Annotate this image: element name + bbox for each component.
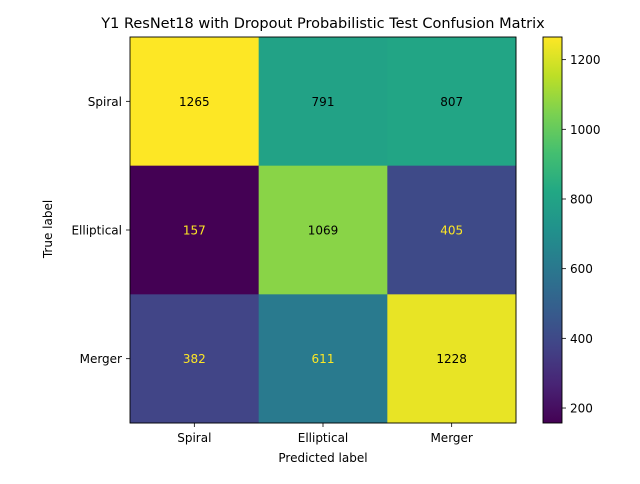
cell-value-label: 157 bbox=[183, 224, 206, 238]
heatmap-cell bbox=[130, 294, 260, 424]
x-tick-label: Spiral bbox=[177, 431, 211, 445]
colorbar-tick-label: 1000 bbox=[570, 123, 601, 137]
heatmap-cell bbox=[387, 294, 517, 424]
y-axis-label: True label bbox=[41, 200, 55, 259]
y-tick-label: Elliptical bbox=[71, 224, 122, 238]
x-axis-label: Predicted label bbox=[278, 451, 367, 465]
x-tick-label: Elliptical bbox=[298, 431, 349, 445]
y-axis-ticks: Spiral Elliptical Merger bbox=[71, 95, 130, 366]
colorbar-frame bbox=[542, 36, 563, 424]
chart-title: Y1 ResNet18 with Dropout Probabilistic T… bbox=[100, 16, 545, 32]
heatmap-cell bbox=[258, 294, 388, 424]
x-tick-label: Merger bbox=[430, 431, 472, 445]
cell-value-label: 791 bbox=[312, 95, 335, 109]
heatmap-cell bbox=[387, 37, 517, 167]
colorbar bbox=[543, 37, 562, 423]
colorbar-tick-label: 600 bbox=[570, 262, 593, 276]
cell-value-label: 1069 bbox=[308, 224, 339, 238]
colorbar-tick-label: 1200 bbox=[570, 53, 601, 67]
colorbar-ticks: 200 400 600 800 1000 1200 bbox=[562, 53, 601, 416]
x-axis-ticks: Spiral Elliptical Merger bbox=[177, 423, 473, 445]
y-tick-label: Merger bbox=[80, 352, 122, 366]
cell-value-label: 1265 bbox=[179, 95, 210, 109]
heatmap-cell bbox=[258, 165, 388, 295]
colorbar-tick-label: 200 bbox=[570, 402, 593, 416]
cell-value-label: 382 bbox=[183, 352, 206, 366]
heatmap-cells bbox=[130, 37, 517, 424]
y-tick-label: Spiral bbox=[88, 95, 122, 109]
heatmap-cell bbox=[258, 37, 388, 167]
cell-value-label: 611 bbox=[312, 352, 335, 366]
heatmap-cell bbox=[387, 165, 517, 295]
cell-value-label: 405 bbox=[440, 224, 463, 238]
colorbar-tick-label: 400 bbox=[570, 332, 593, 346]
cell-value-label: 1228 bbox=[436, 352, 467, 366]
heatmap-cell bbox=[130, 165, 260, 295]
heatmap-cell-labels: 1265 791 807 157 1069 405 382 611 1228 bbox=[179, 95, 467, 366]
heatmap-cell bbox=[130, 37, 260, 167]
colorbar-tick-label: 800 bbox=[570, 192, 593, 206]
cell-value-label: 807 bbox=[440, 95, 463, 109]
